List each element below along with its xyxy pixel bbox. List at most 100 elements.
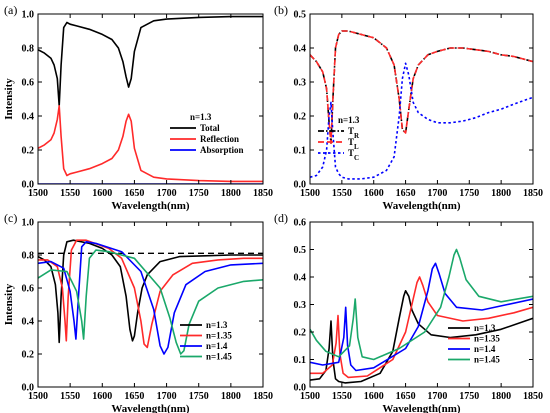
x-axis-label: Wavelength(nm) xyxy=(382,200,461,212)
legend-label: n=1.45 xyxy=(474,355,500,365)
panel-label: (b) xyxy=(274,3,288,17)
y-tick-label: 0.0 xyxy=(294,180,307,191)
x-tick-label: 1700 xyxy=(427,188,447,199)
series-line-2 xyxy=(310,62,533,180)
x-tick-label: 1600 xyxy=(92,391,112,402)
panel-3: (d) 1500 1550 1600 1650 1700 1750 1800 1850 0.0 0.… xyxy=(274,211,543,413)
plot-frame xyxy=(309,13,534,185)
panel-label: (d) xyxy=(274,211,288,225)
series-line-1 xyxy=(310,30,533,144)
y-tick-label: 0.1 xyxy=(294,355,307,366)
x-tick-label: 1800 xyxy=(221,391,241,402)
series-line-0 xyxy=(310,30,533,144)
x-tick-label: 1850 xyxy=(523,391,543,402)
y-tick-label: 0.5 xyxy=(294,245,307,256)
y-tick-label: 0.4 xyxy=(294,273,307,284)
y-tick-label: 0.0 xyxy=(22,383,35,394)
x-tick-label: 1650 xyxy=(124,188,144,199)
series-line-1 xyxy=(310,276,533,379)
y-tick-label: 0.3 xyxy=(294,300,307,311)
x-tick-label: 1550 xyxy=(60,188,80,199)
legend-label: n=1.35 xyxy=(206,331,232,341)
x-tick-label: 1750 xyxy=(189,188,209,199)
x-tick-label: 1500 xyxy=(28,188,48,199)
y-tick-label: 0.2 xyxy=(22,350,35,361)
x-tick-label: 1800 xyxy=(491,391,511,402)
y-tick-label: 0.0 xyxy=(294,383,307,394)
x-tick-label: 1650 xyxy=(396,391,416,402)
legend-subscript: R xyxy=(354,132,360,140)
y-tick-label: 0.6 xyxy=(22,284,35,295)
legend-label: TL xyxy=(348,137,359,151)
legend-subscript: L xyxy=(354,143,359,151)
legend-label: n=1.3 xyxy=(474,323,496,333)
x-tick-label: 1800 xyxy=(491,188,511,199)
x-tick-label: 1750 xyxy=(189,391,209,402)
series-line-1 xyxy=(38,105,263,183)
legend-label: n=1.4 xyxy=(474,344,496,354)
y-tick-label: 0.8 xyxy=(22,251,35,262)
y-tick-label: 0.1 xyxy=(294,146,307,157)
y-tick-label: 0.0 xyxy=(22,180,35,191)
x-tick-label: 1500 xyxy=(28,391,48,402)
series-line-1 xyxy=(38,239,263,349)
series-line-0 xyxy=(38,15,263,107)
legend-subscript: C xyxy=(354,154,359,162)
y-tick-label: 0.2 xyxy=(294,112,307,123)
y-tick-label: 0.5 xyxy=(294,10,307,21)
legend-label: n=1.4 xyxy=(206,341,228,351)
x-tick-label: 1650 xyxy=(124,391,144,402)
y-axis-label: Intensity xyxy=(3,283,15,325)
y-tick-label: 0.2 xyxy=(294,328,307,339)
y-tick-label: 0.2 xyxy=(22,146,35,157)
x-tick-label: 1700 xyxy=(427,391,447,402)
y-tick-label: 0.8 xyxy=(22,44,35,55)
panel-label: (c) xyxy=(4,211,17,225)
x-tick-label: 1600 xyxy=(364,188,384,199)
y-tick-label: 0.3 xyxy=(294,78,307,89)
y-tick-label: 0.4 xyxy=(294,44,307,55)
x-tick-label: 1600 xyxy=(92,188,112,199)
x-tick-label: 1850 xyxy=(253,188,273,199)
series-line-3 xyxy=(38,249,263,355)
x-tick-label: 1850 xyxy=(523,188,543,199)
x-tick-label: 1750 xyxy=(459,391,479,402)
legend-label: n=1.35 xyxy=(474,334,500,344)
y-tick-label: 0.6 xyxy=(22,78,35,89)
y-tick-label: 0.6 xyxy=(294,218,307,229)
x-tick-label: 1500 xyxy=(300,188,320,199)
y-tick-label: 1.0 xyxy=(22,218,35,229)
legend-label: n=1.3 xyxy=(206,320,228,330)
x-tick-label: 1800 xyxy=(221,188,241,199)
x-tick-label: 1500 xyxy=(300,391,320,402)
x-tick-label: 1550 xyxy=(332,188,352,199)
y-axis-label: Intensity xyxy=(3,78,15,120)
series-line-3 xyxy=(310,248,533,361)
panel-0: (a) 1500 1550 1600 1650 1700 1750 1800 1850 0.0 0.… xyxy=(3,3,273,212)
x-axis-label: Wavelength(nm) xyxy=(111,200,190,212)
x-tick-label: 1700 xyxy=(157,391,177,402)
x-axis-label: Wavelength(nm) xyxy=(382,403,461,413)
plot-frame xyxy=(37,221,264,388)
legend-label: Total xyxy=(200,123,220,133)
plot-frame xyxy=(37,13,264,185)
x-tick-label: 1850 xyxy=(253,391,273,402)
y-tick-label: 0.4 xyxy=(22,317,35,328)
x-tick-label: 1600 xyxy=(364,391,384,402)
x-tick-label: 1650 xyxy=(396,188,416,199)
panel-label: (a) xyxy=(4,3,17,17)
x-axis-label: Wavelength(nm) xyxy=(111,403,190,413)
x-tick-label: 1750 xyxy=(459,188,479,199)
y-tick-label: 0.4 xyxy=(22,112,35,123)
legend-label: Absorption xyxy=(200,145,244,155)
panel-2: (c) 1500 1550 1600 1650 1700 1750 1800 1850 0.0 0.… xyxy=(3,211,273,413)
x-tick-label: 1550 xyxy=(332,391,352,402)
x-tick-label: 1550 xyxy=(60,391,80,402)
legend-label: n=1.45 xyxy=(206,352,232,362)
legend-title: n=1.3 xyxy=(338,115,360,125)
legend-label: TC xyxy=(348,148,359,162)
panel-1: (b) 1500 1550 1600 1650 1700 1750 1800 1850 0.0 0.… xyxy=(274,3,543,212)
x-tick-label: 1700 xyxy=(157,188,177,199)
legend-label: Reflection xyxy=(200,134,239,144)
